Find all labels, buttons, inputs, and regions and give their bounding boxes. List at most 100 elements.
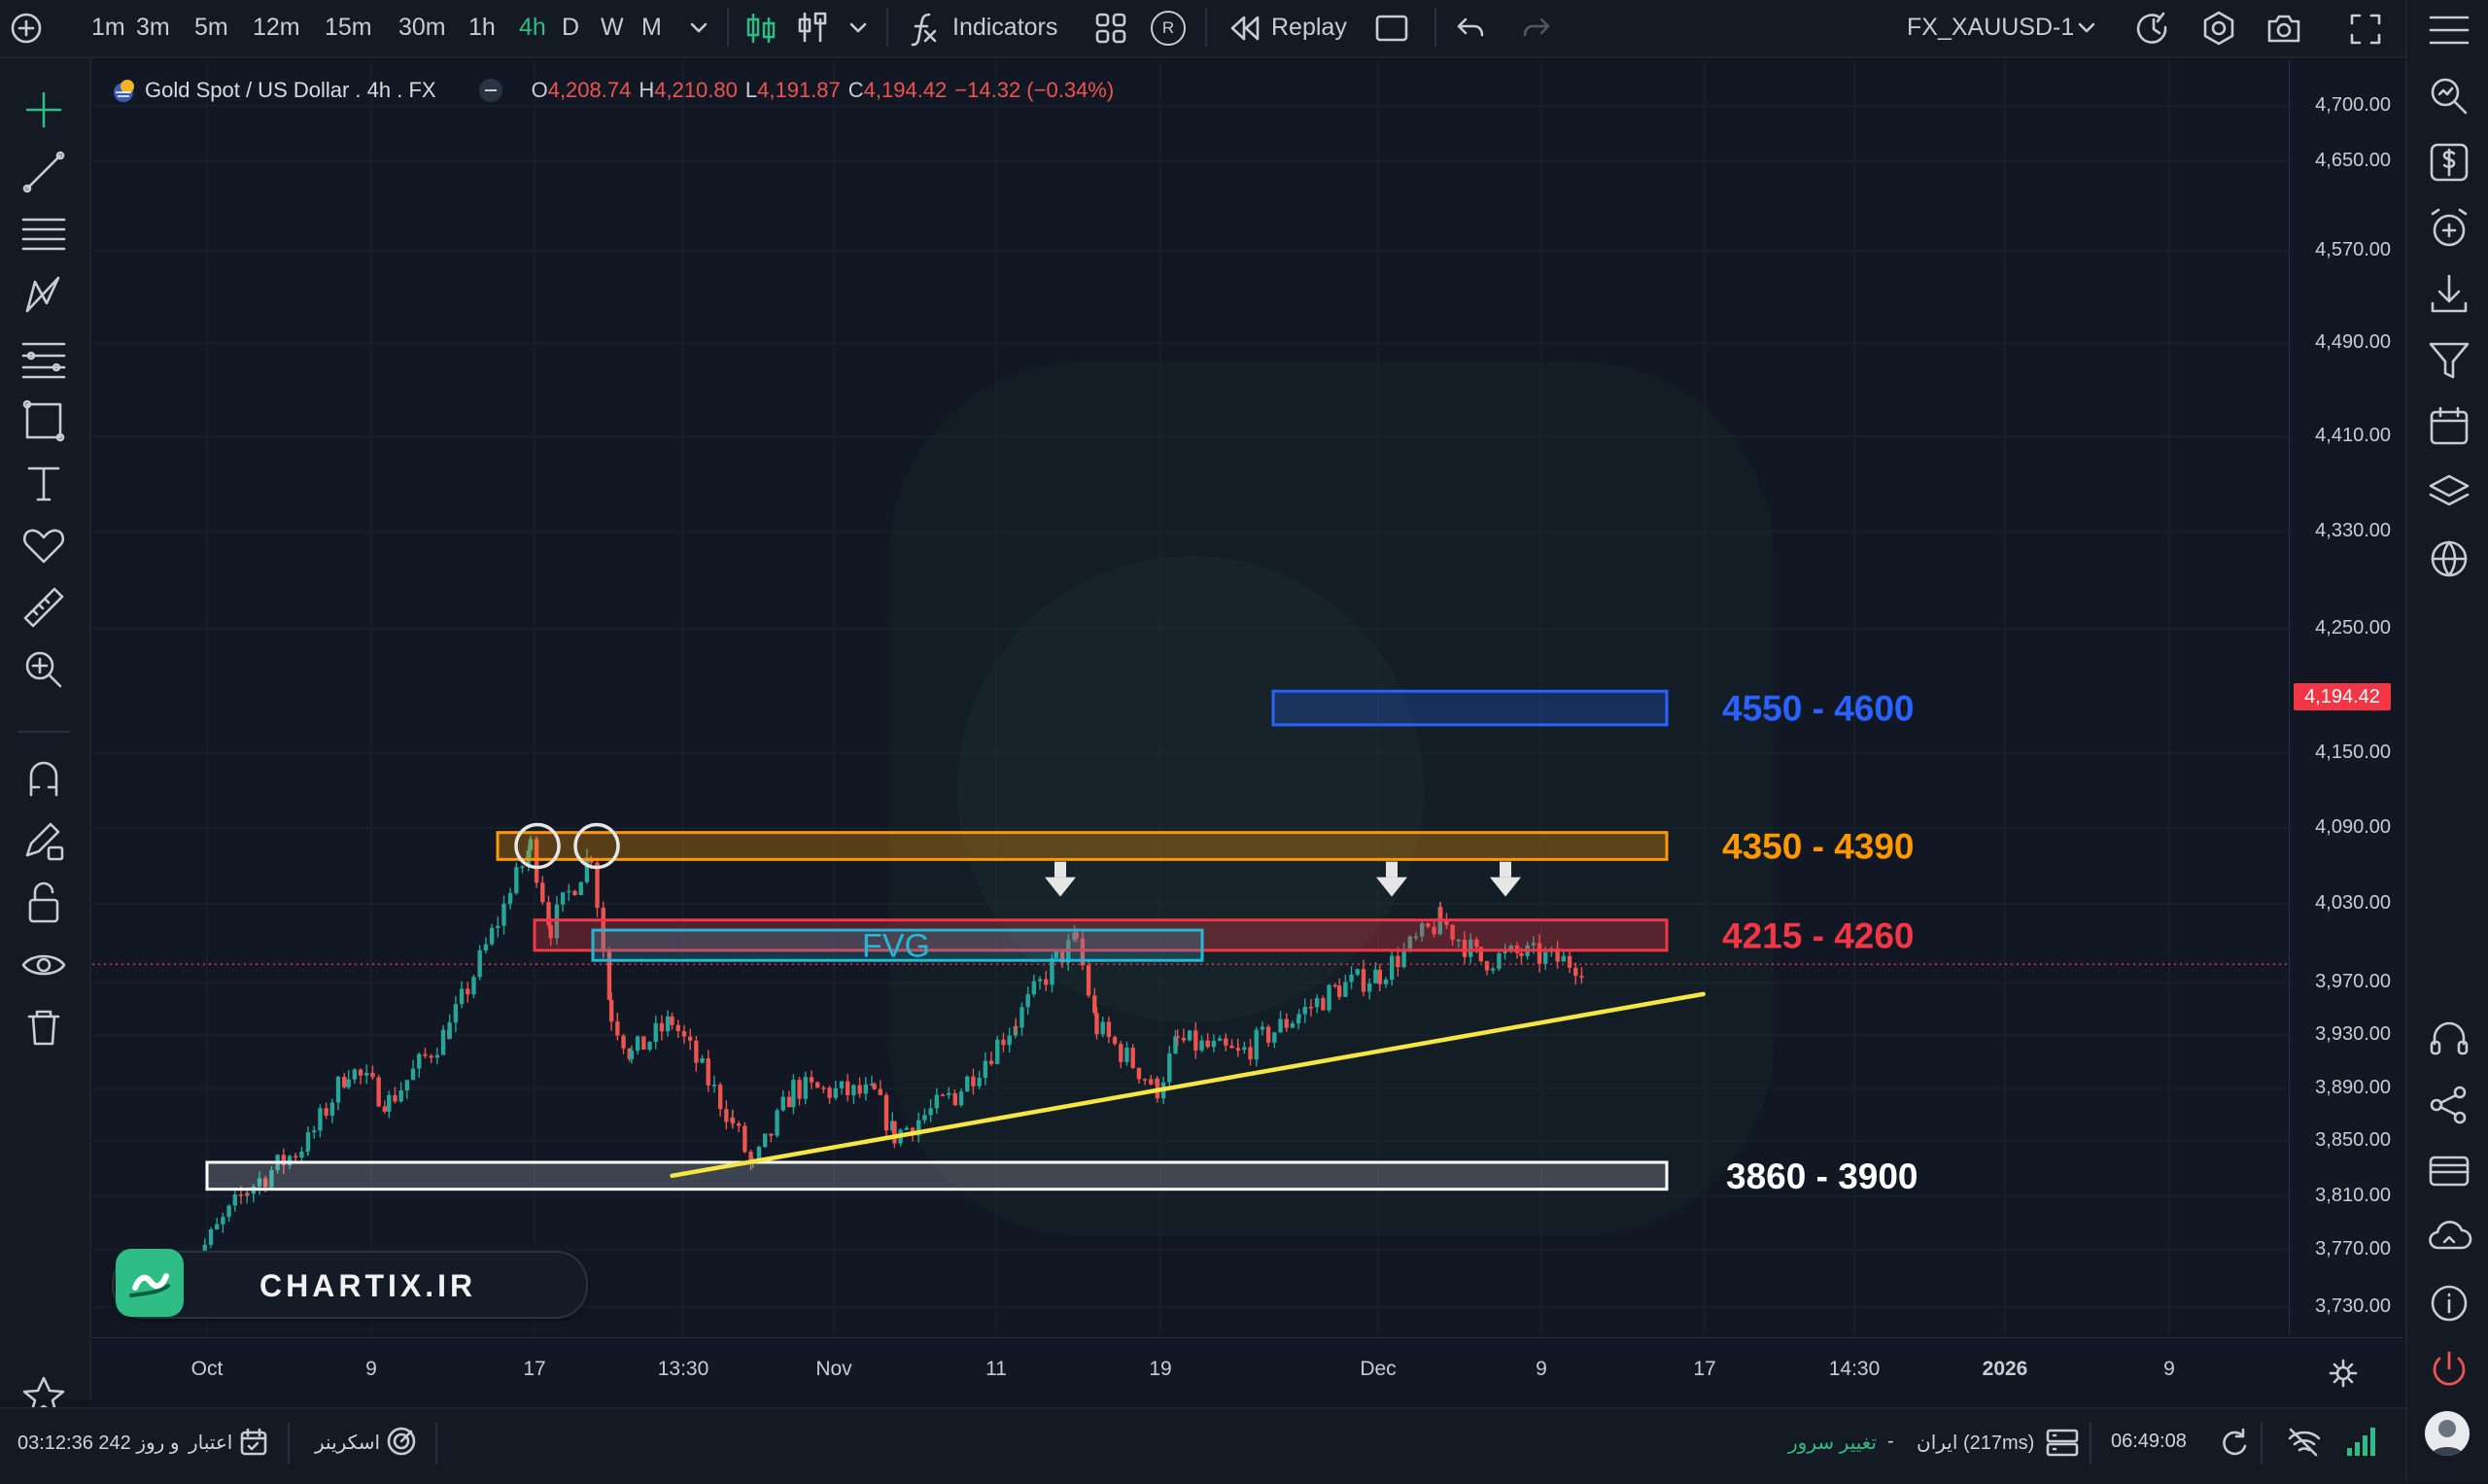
undo-icon[interactable] [1454,12,1487,45]
alarm-add-icon[interactable] [2425,204,2473,253]
server-stack-icon[interactable] [2045,1427,2080,1458]
candle-body [1224,1038,1228,1046]
refresh-icon[interactable] [2218,1427,2249,1458]
candle-body [1450,924,1455,941]
candle-body [534,839,539,883]
ohlc-close-value: 4,194.42 [863,78,948,102]
timeframe-30m[interactable]: 30m [398,14,446,41]
text-tool-icon[interactable] [19,459,68,507]
account-chevron-down-icon[interactable] [2076,17,2097,39]
bars-chart-type-icon[interactable] [795,10,830,47]
symbol-title[interactable]: Gold Spot / US Dollar . 4h . FX [145,78,436,102]
download-icon[interactable] [2425,270,2473,319]
candle-body [780,1096,785,1111]
change-server-link[interactable]: تغییر سرور [1788,1432,1877,1454]
fullscreen-icon[interactable] [2348,12,2383,47]
timeframe-3m[interactable]: 3m [136,14,170,41]
candle-body [281,1155,287,1166]
candle-body [839,1081,845,1088]
rectangle-tool-icon[interactable] [1374,12,1409,45]
top-marker-circle [514,822,561,870]
chart-type-chevron-down-icon[interactable] [847,17,869,39]
candle-body [665,1016,671,1032]
signal-off-icon[interactable] [2286,1425,2321,1458]
candle-body [769,1133,774,1136]
pattern-tool-icon[interactable] [19,272,68,321]
candle-body [1462,940,1468,957]
timeframe-D[interactable]: D [562,14,580,41]
add-symbol-icon[interactable] [10,12,43,45]
redo-icon[interactable] [1520,12,1553,45]
star-watchlist-icon[interactable] [19,1372,68,1421]
share-icon[interactable] [2425,1081,2473,1129]
layers-icon[interactable] [2425,468,2473,517]
chart-pane[interactable]: 4550 - 4600 4350 - 4390 4215 - 4260 3860 - … [92,60,2289,1335]
chart-settings-gear-icon[interactable] [2328,1358,2359,1389]
magnet-icon[interactable] [19,754,68,803]
indicators-fx-icon[interactable] [908,10,941,47]
payment-card-icon[interactable] [2425,1147,2473,1195]
timeframe-5m[interactable]: 5m [194,14,228,41]
account-selector[interactable]: FX_XAUUSD-1 [1907,14,2075,41]
candle-body [1314,998,1320,1008]
timeframe-15m[interactable]: 15m [325,14,372,41]
layouts-grid-icon[interactable] [1094,12,1127,45]
connection-strength-icon[interactable] [2344,1423,2383,1460]
r-badge-button[interactable]: R [1151,11,1186,46]
calendar-credit-icon[interactable] [239,1427,268,1458]
replay-button[interactable]: Replay [1271,14,1347,41]
horizontal-lines-icon[interactable] [19,210,68,259]
cloud-sync-icon[interactable] [2425,1213,2473,1261]
power-logout-icon[interactable] [2425,1345,2473,1394]
support-headset-icon[interactable] [2425,1015,2473,1063]
price-tick-label: 3,850.00 [2315,1129,2391,1151]
candle-body [1484,961,1490,971]
time-tick-label: 11 [985,1358,1007,1380]
heart-favorites-icon[interactable] [19,521,68,569]
candle-body [641,1036,646,1050]
rectangle-shape-icon[interactable] [19,397,68,445]
indicators-button[interactable]: Indicators [952,14,1058,41]
camera-snapshot-icon[interactable] [2264,10,2303,47]
alert-clock-icon[interactable] [2134,10,2171,47]
globe-icon[interactable] [2425,535,2473,583]
dollar-icon[interactable] [2425,138,2473,187]
calendar-icon[interactable] [2425,402,2473,451]
price-chart[interactable]: 4550 - 4600 4350 - 4390 4215 - 4260 3860 - … [92,60,2289,1335]
candle-body [1561,955,1567,962]
crosshair-icon[interactable] [19,86,68,134]
timeframe-chevron-down-icon[interactable] [688,17,709,39]
collapse-legend-button[interactable] [478,79,502,102]
timeframe-4h[interactable]: 4h [519,14,546,41]
timeframe-1m[interactable]: 1m [91,14,125,41]
trash-delete-icon[interactable] [19,1003,68,1052]
search-zoom-icon[interactable] [2425,72,2473,121]
settings-hexagon-icon[interactable] [2200,10,2237,47]
lock-icon[interactable] [19,879,68,927]
candle-body [615,1021,620,1036]
screener-radar-icon[interactable] [385,1425,418,1458]
replay-rewind-icon[interactable] [1228,14,1261,43]
candles-chart-type-icon[interactable] [743,10,778,47]
candle-body [1474,939,1479,948]
timeframe-1h[interactable]: 1h [468,14,496,41]
filter-funnel-icon[interactable] [2425,336,2473,385]
user-avatar[interactable] [2425,1411,2470,1456]
info-icon[interactable] [2425,1279,2473,1328]
candle-body [1072,932,1077,941]
price-axis[interactable]: 4,700.00 4,650.00 4,570.00 4,490.00 4,410.00… [2289,60,2404,1335]
timeframe-W[interactable]: W [601,14,624,41]
fib-retracement-icon[interactable] [19,334,68,383]
menu-hamburger-icon[interactable] [2425,6,2473,54]
drawing-lock-pencil-icon[interactable] [19,816,68,865]
timeframe-M[interactable]: M [641,14,662,41]
candle-body [904,1127,910,1130]
ruler-measure-icon[interactable] [19,583,68,632]
timeframe-12m[interactable]: 12m [253,14,300,41]
time-axis[interactable]: Oct 9 17 13:30 Nov 11 19 Dec 9 17 14:30 2026 9 [92,1337,2403,1406]
trend-line-icon[interactable] [19,148,68,196]
price-tick-label: 4,150.00 [2315,742,2391,763]
visibility-eye-icon[interactable] [19,941,68,989]
zoom-in-icon[interactable] [19,645,68,694]
screener-label[interactable]: اسکرینر [315,1432,381,1454]
